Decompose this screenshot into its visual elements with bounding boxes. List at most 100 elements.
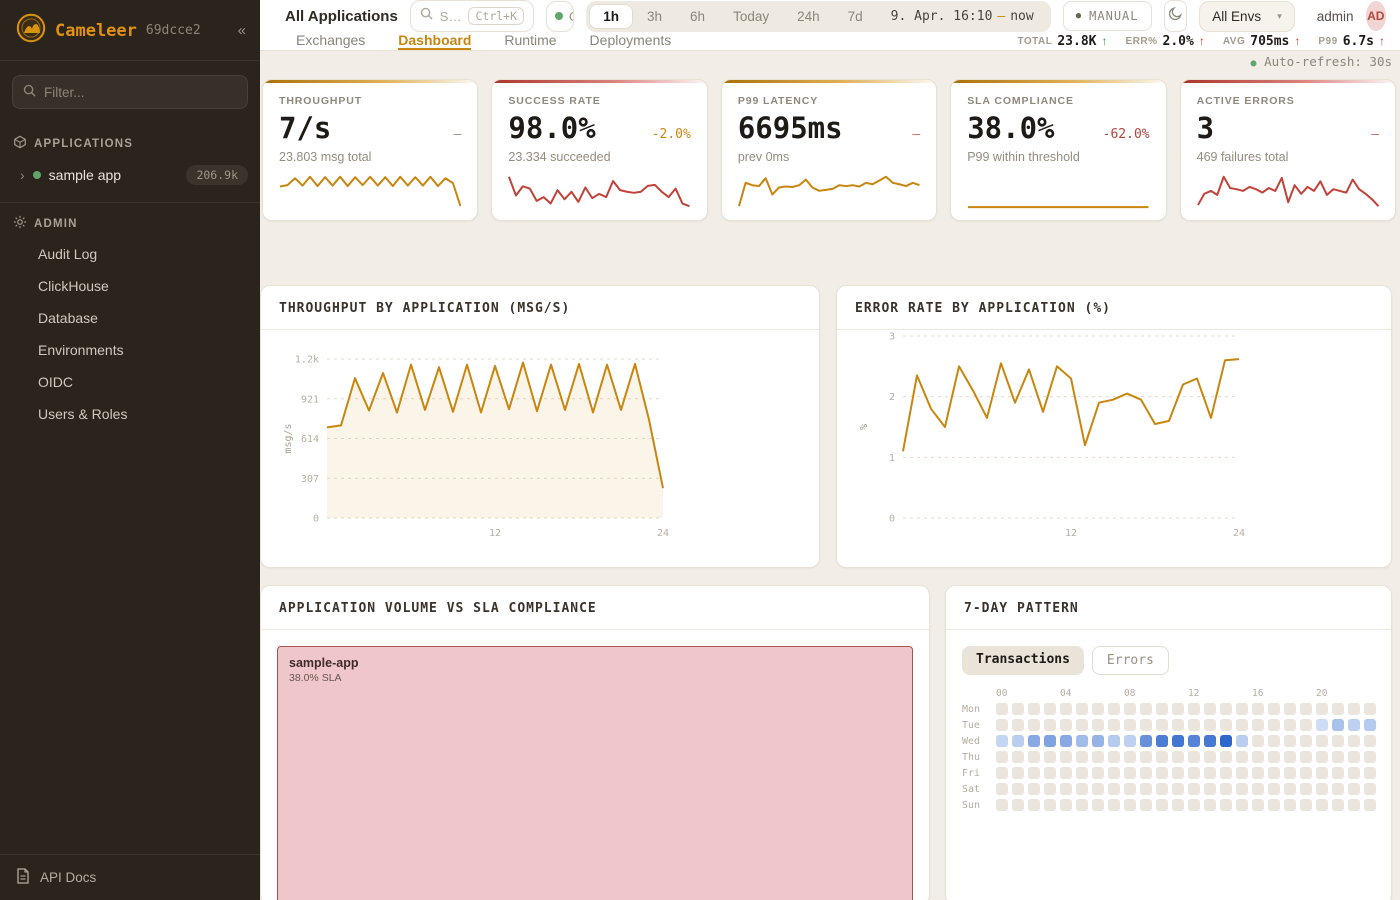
sidebar-item-users-roles[interactable]: Users & Roles [38, 406, 128, 422]
heatmap-cell[interactable] [1332, 751, 1344, 763]
heatmap-cell[interactable] [1028, 703, 1040, 715]
heatmap-cell[interactable] [1012, 751, 1024, 763]
heatmap-cell[interactable] [1188, 751, 1200, 763]
heatmap-cell[interactable] [1012, 767, 1024, 779]
heatmap-cell[interactable] [1172, 735, 1184, 747]
heatmap-cell[interactable] [1364, 703, 1376, 715]
heatmap-cell[interactable] [1092, 735, 1104, 747]
tab-dashboard[interactable]: Dashboard [398, 32, 472, 50]
sidebar-item-database[interactable]: Database [38, 310, 98, 326]
search-input[interactable]: S… Ctrl+K [409, 0, 535, 32]
heatmap-cell[interactable] [1012, 735, 1024, 747]
heatmap-cell[interactable] [1252, 751, 1264, 763]
heatmap-cell[interactable] [1108, 799, 1120, 811]
toggle-transactions[interactable]: Transactions [962, 646, 1084, 675]
heatmap-cell[interactable] [1060, 751, 1072, 763]
heatmap-cell[interactable] [1188, 703, 1200, 715]
heatmap-cell[interactable] [1044, 703, 1056, 715]
heatmap-cell[interactable] [1348, 719, 1360, 731]
heatmap-cell[interactable] [1156, 703, 1168, 715]
heatmap-cell[interactable] [1284, 719, 1296, 731]
heatmap-cell[interactable] [1220, 735, 1232, 747]
heatmap-cell[interactable] [1092, 751, 1104, 763]
heatmap-cell[interactable] [1076, 719, 1088, 731]
heatmap-cell[interactable] [1028, 751, 1040, 763]
heatmap-cell[interactable] [996, 783, 1008, 795]
environment-select[interactable]: All Envs ▾ [1199, 0, 1295, 32]
heatmap-cell[interactable] [1332, 719, 1344, 731]
dark-mode-toggle-button[interactable] [1163, 0, 1188, 32]
heatmap-cell[interactable] [1124, 703, 1136, 715]
heatmap-cell[interactable] [1348, 703, 1360, 715]
heatmap-cell[interactable] [1364, 799, 1376, 811]
heatmap-cell[interactable] [1364, 735, 1376, 747]
heatmap-cell[interactable] [1012, 719, 1024, 731]
heatmap-cell[interactable] [1172, 703, 1184, 715]
heatmap-cell[interactable] [1172, 783, 1184, 795]
heatmap-cell[interactable] [1060, 735, 1072, 747]
heatmap-cell[interactable] [1316, 783, 1328, 795]
heatmap-cell[interactable] [1076, 735, 1088, 747]
sidebar-item-sample-app[interactable]: › sample app 206.9k [0, 158, 260, 192]
heatmap-cell[interactable] [1108, 735, 1120, 747]
heatmap-cell[interactable] [1044, 783, 1056, 795]
tab-runtime[interactable]: Runtime [504, 32, 557, 48]
heatmap-cell[interactable] [1316, 735, 1328, 747]
heatmap-cell[interactable] [1188, 719, 1200, 731]
heatmap-cell[interactable] [1188, 783, 1200, 795]
sidebar-item-audit-log[interactable]: Audit Log [38, 246, 98, 262]
heatmap-cell[interactable] [1348, 783, 1360, 795]
heatmap-cell[interactable] [1172, 799, 1184, 811]
heatmap-cell[interactable] [1332, 735, 1344, 747]
heatmap-cell[interactable] [1316, 799, 1328, 811]
heatmap-cell[interactable] [1236, 767, 1248, 779]
heatmap-cell[interactable] [1124, 719, 1136, 731]
heatmap-cell[interactable] [1204, 799, 1216, 811]
heatmap-cell[interactable] [1220, 767, 1232, 779]
heatmap-cell[interactable] [1220, 783, 1232, 795]
tab-exchanges[interactable]: Exchanges [296, 32, 366, 48]
toggle-errors[interactable]: Errors [1091, 646, 1169, 675]
heatmap-cell[interactable] [1284, 799, 1296, 811]
heatmap-cell[interactable] [1300, 703, 1312, 715]
heatmap-cell[interactable] [1140, 767, 1152, 779]
heatmap-cell[interactable] [1044, 751, 1056, 763]
heatmap-cell[interactable] [1364, 783, 1376, 795]
heatmap-cell[interactable] [1172, 719, 1184, 731]
heatmap-cell[interactable] [1156, 719, 1168, 731]
heatmap-cell[interactable] [1028, 799, 1040, 811]
heatmap-cell[interactable] [1076, 799, 1088, 811]
range-button-today[interactable]: Today [733, 8, 770, 24]
sidebar-item-environments[interactable]: Environments [38, 342, 124, 358]
heatmap-cell[interactable] [996, 703, 1008, 715]
kpi-card-throughput[interactable]: THROUGHPUT 7/s – 23.803 msg total [262, 79, 479, 221]
heatmap-cell[interactable] [1236, 735, 1248, 747]
heatmap-cell[interactable] [1076, 767, 1088, 779]
chart-canvas[interactable]: 1.2k 921 614 307 0 12 24 msg/s [261, 330, 819, 542]
range-button-24h[interactable]: 24h [797, 8, 820, 24]
heatmap-cell[interactable] [1076, 703, 1088, 715]
heatmap-cell[interactable] [1156, 735, 1168, 747]
heatmap-cell[interactable] [996, 735, 1008, 747]
heatmap-cell[interactable] [1300, 719, 1312, 731]
heatmap-cell[interactable] [1316, 719, 1328, 731]
heatmap-cell[interactable] [1316, 703, 1328, 715]
heatmap-cell[interactable] [1220, 799, 1232, 811]
heatmap-cell[interactable] [1108, 783, 1120, 795]
heatmap-cell[interactable] [1092, 719, 1104, 731]
range-button-3h[interactable]: 3h [647, 8, 663, 24]
heatmap-cell[interactable] [1268, 799, 1280, 811]
api-docs-link[interactable]: API Docs [0, 855, 260, 900]
heatmap-cell[interactable] [1124, 799, 1136, 811]
heatmap-cell[interactable] [1156, 799, 1168, 811]
range-button-1h[interactable]: 1h [589, 3, 633, 29]
kpi-card-success-rate[interactable]: SUCCESS RATE 98.0% -2.0% 23.334 succeeded [491, 79, 708, 221]
heatmap-cell[interactable] [1140, 703, 1152, 715]
heatmap-cell[interactable] [1332, 767, 1344, 779]
heatmap-cell[interactable] [1364, 719, 1376, 731]
heatmap-cell[interactable] [1092, 783, 1104, 795]
heatmap-cell[interactable] [1268, 783, 1280, 795]
heatmap-cell[interactable] [1076, 751, 1088, 763]
chevron-right-icon[interactable]: › [20, 167, 25, 183]
heatmap-cell[interactable] [1140, 799, 1152, 811]
